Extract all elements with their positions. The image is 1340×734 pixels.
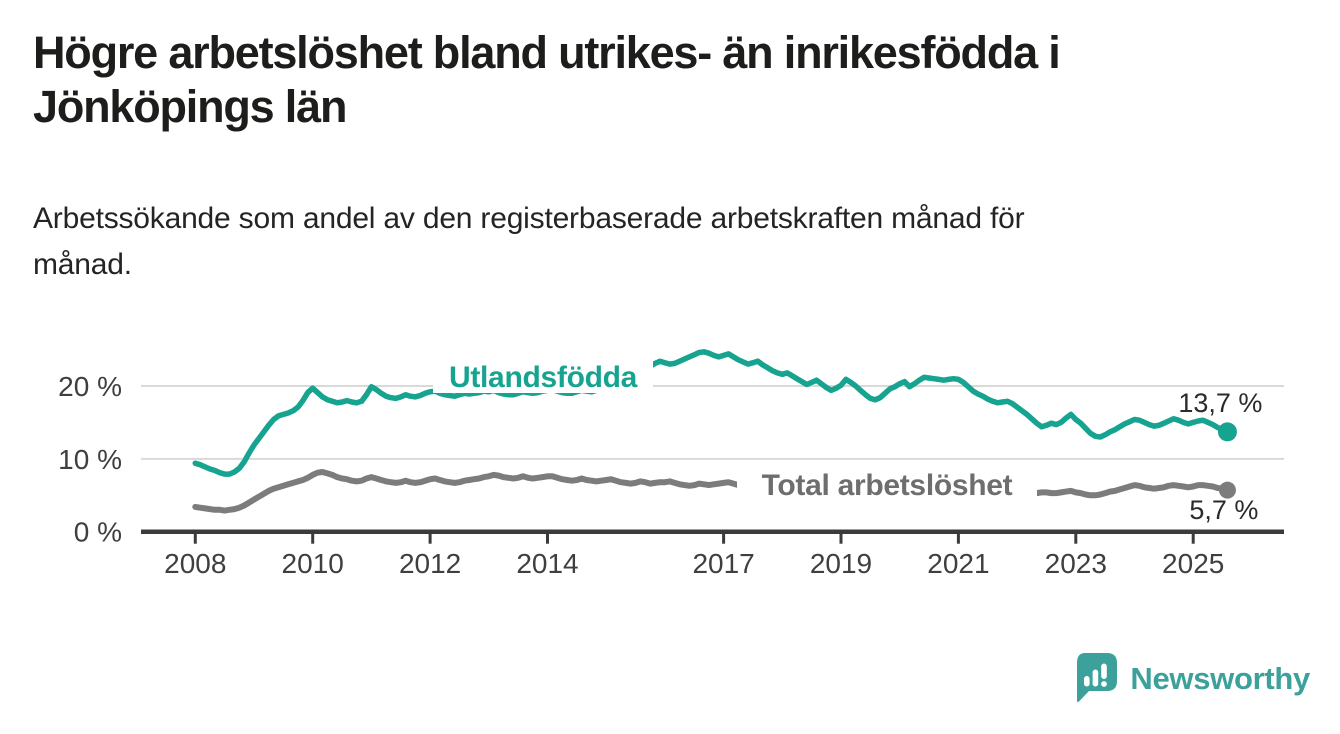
series-line-utlandsfodda	[192, 349, 1231, 477]
brand-name: Newsworthy	[1130, 661, 1310, 696]
series-line-total	[192, 469, 1231, 514]
chart-subtitle-line-2: månad.	[33, 248, 132, 281]
y-tick-label-20: 20 %	[58, 371, 122, 402]
end-dot-total	[1218, 481, 1236, 499]
series-label-total-backing	[737, 468, 1037, 501]
page-title-line-1: Högre arbetslöshet bland utrikes- än inr…	[33, 27, 1061, 78]
x-tick-label-2023: 2023	[1045, 548, 1107, 579]
end-dot-utlandsfodda	[1217, 422, 1237, 442]
end-value-label-total: 5,7 %	[1189, 495, 1258, 525]
x-tick-label-2025: 2025	[1162, 548, 1224, 579]
chart-subtitle: Arbetssökande som andel av den registerb…	[33, 196, 1025, 288]
x-tick-label-2008: 2008	[164, 548, 226, 579]
bar-chart-speech-bubble-icon	[1077, 653, 1118, 703]
end-value-label-utlandsfodda: 13,7 %	[1178, 388, 1262, 418]
chart-header: Högre arbetslöshet bland utrikes- än inr…	[33, 26, 1061, 134]
y-tick-label-0: 0 %	[74, 517, 122, 548]
x-tick-label-2021: 2021	[927, 548, 989, 579]
newsworthy-branding: Newsworthy	[1073, 652, 1310, 706]
y-tick-label-10: 10 %	[58, 444, 122, 475]
series-label-total: Total arbetslöshet	[762, 469, 1013, 502]
x-tick-label-2019: 2019	[810, 548, 872, 579]
series-label-utlandsfodda: Utlandsfödda	[449, 361, 638, 394]
x-tick-label-2010: 2010	[282, 548, 344, 579]
x-tick-label-2014: 2014	[516, 548, 578, 579]
x-tick-label-2012: 2012	[399, 548, 461, 579]
series-label-utlandsfodda-backing	[433, 359, 653, 393]
page-title-line-2: Jönköpings län	[33, 81, 347, 132]
x-tick-label-2017: 2017	[692, 548, 754, 579]
chart-subtitle-line-1: Arbetssökande som andel av den registerb…	[33, 202, 1025, 235]
page-title: Högre arbetslöshet bland utrikes- än inr…	[33, 26, 1061, 134]
